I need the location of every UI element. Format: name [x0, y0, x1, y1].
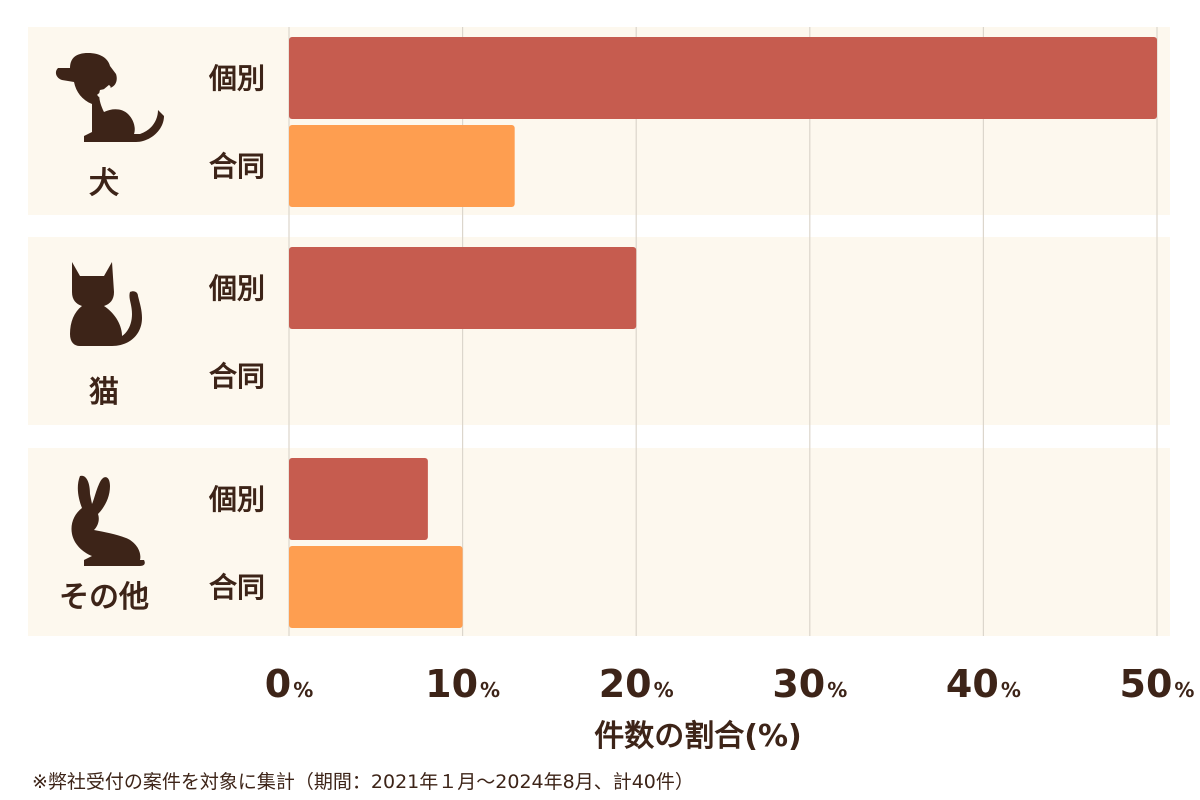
x-tick-label: 20%: [599, 662, 674, 706]
x-tick-label: 0%: [265, 662, 314, 706]
bar: [289, 546, 463, 628]
rabbit-icon: [71, 475, 145, 566]
row-label: 個別: [208, 483, 265, 516]
x-tick-label: 50%: [1120, 662, 1195, 706]
footnote: ※弊社受付の案件を対象に集計（期間：2021年１月〜2024年8月、計40件）: [32, 771, 694, 793]
x-tick-label: 30%: [772, 662, 847, 706]
bar: [289, 458, 428, 540]
row-label: 個別: [208, 272, 265, 305]
bar: [289, 247, 637, 329]
row-label: 合同: [209, 360, 265, 393]
group-label: その他: [59, 580, 149, 615]
x-axis-label: 件数の割合(%): [594, 719, 801, 754]
bar: [289, 37, 1157, 119]
dog-icon: [55, 53, 165, 142]
x-tick-label: 40%: [946, 662, 1021, 706]
group-icons: [55, 53, 165, 566]
bars: [289, 37, 1157, 628]
row-label: 合同: [209, 150, 265, 183]
group-label: 犬: [89, 166, 119, 201]
group-panel: [28, 448, 1170, 636]
cat-icon: [70, 262, 142, 346]
group-label: 猫: [89, 375, 119, 410]
x-axis-ticks: 0% 10% 20% 30% 40% 50%: [265, 662, 1195, 706]
row-label: 合同: [209, 571, 265, 604]
x-tick-label: 10%: [425, 662, 500, 706]
row-label: 個別: [208, 62, 265, 95]
bar: [289, 125, 515, 207]
